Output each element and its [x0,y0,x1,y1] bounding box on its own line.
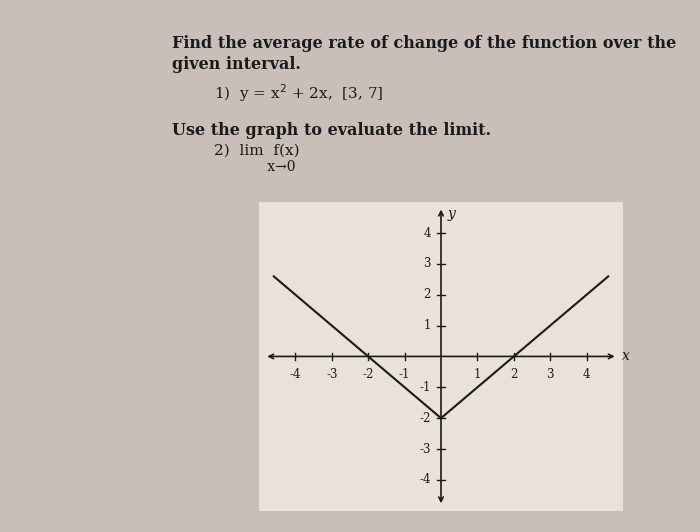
Text: 2)  lim  f(x): 2) lim f(x) [214,144,299,157]
Text: 2: 2 [510,368,517,381]
Text: 4: 4 [424,227,430,239]
Text: Use the graph to evaluate the limit.: Use the graph to evaluate the limit. [172,122,491,139]
Text: given interval.: given interval. [172,56,300,73]
Text: 3: 3 [424,257,430,270]
Text: 4: 4 [583,368,590,381]
Text: Find the average rate of change of the function over the: Find the average rate of change of the f… [172,35,676,52]
Text: 1: 1 [474,368,481,381]
Text: -1: -1 [399,368,410,381]
Text: -4: -4 [419,473,430,486]
Text: 1: 1 [424,319,430,332]
Text: -4: -4 [290,368,301,381]
Text: -2: -2 [419,412,430,425]
Text: 1)  y = x$^2$ + 2x,  [3, 7]: 1) y = x$^2$ + 2x, [3, 7] [214,82,383,104]
Text: 2: 2 [424,288,430,301]
Text: -3: -3 [326,368,337,381]
Text: -2: -2 [363,368,374,381]
Text: y: y [447,207,456,221]
Text: x: x [622,350,630,363]
Text: -3: -3 [419,443,430,455]
Text: 3: 3 [547,368,554,381]
Text: -1: -1 [419,381,430,394]
Text: x→0: x→0 [241,160,296,173]
